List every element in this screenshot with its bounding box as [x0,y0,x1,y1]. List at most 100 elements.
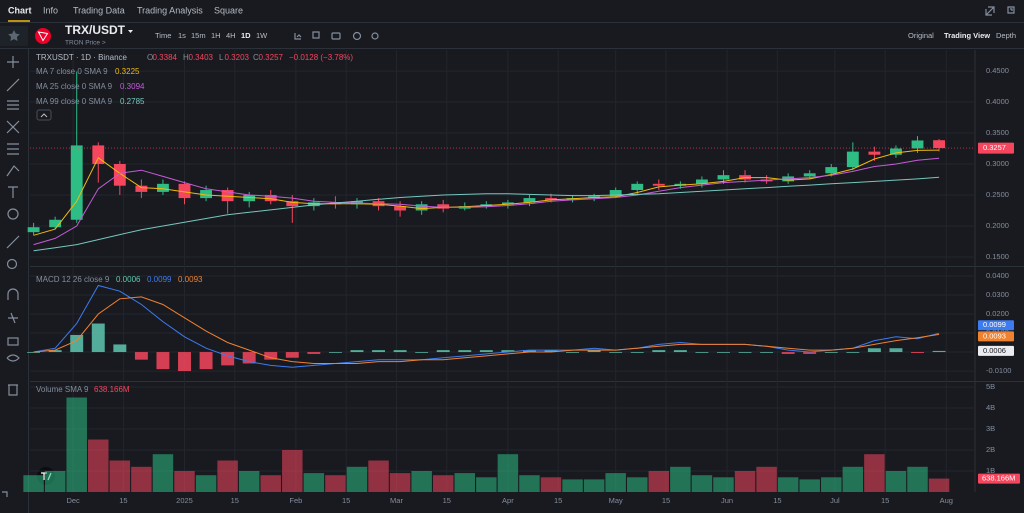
collapse-legend[interactable] [36,109,52,121]
legend-value: 0.3094 [120,82,145,91]
candle-body [200,190,212,199]
volume-bar [131,466,152,492]
ohlc-value: 0.3203 [225,53,250,62]
view-option[interactable]: Depth [996,31,1016,40]
text-tool[interactable] [8,186,18,198]
brush-tool[interactable] [6,165,20,177]
candle-body [92,145,105,165]
x-tick-label: Apr [502,496,514,505]
candle-body [286,201,299,207]
macd-histogram-bar [178,352,191,372]
legend-value: 0.0099 [147,275,172,284]
macd-histogram-bar [781,352,795,354]
tab[interactable]: Trading Data [73,5,125,15]
interval[interactable]: 1H [211,31,221,40]
tab[interactable]: Square [214,5,243,15]
symbol[interactable]: TRX/USDT [65,23,126,37]
interval[interactable]: 1s [178,31,186,40]
macd-histogram-bar [156,352,170,370]
x-tick-label: Aug [940,496,953,505]
macd-histogram-bar [199,352,213,370]
channel-tool[interactable] [7,100,19,110]
last-price-label: 0.3257 [983,143,1006,152]
macd-histogram-bar [307,352,321,354]
candle-body [631,183,644,191]
layout-icon[interactable] [312,31,320,39]
tab[interactable]: Info [43,5,58,15]
view-option-active[interactable]: Trading View [944,31,990,40]
candle-body [49,219,62,228]
last-price-tag [978,142,1014,154]
candle-body [911,140,924,149]
settings-icon[interactable] [1007,6,1015,14]
drawing-toolbar [6,56,20,396]
tab[interactable]: Chart [8,5,32,15]
interval-active[interactable]: 1D [241,31,251,40]
legend-value: 0.0006 [116,275,141,284]
interval[interactable]: 15m [191,31,206,40]
volume-bar [174,470,195,492]
volume-bar [928,478,950,492]
volume-bar [713,477,734,492]
interval[interactable]: 1W [256,31,268,40]
y-tick-label: 5B [986,382,995,391]
macd-histogram-bar [436,350,450,353]
symbol-subtitle[interactable]: TRON Price > [65,40,106,47]
macd-histogram-bar [264,352,278,360]
view-option[interactable]: Original [908,31,934,40]
y-tick-label: 0.2000 [986,221,1009,230]
volume-bar [777,477,799,492]
crosshair-tool[interactable] [7,56,19,68]
macd-histogram-bar [48,350,62,353]
indicator-icon[interactable] [294,33,302,40]
add-icon[interactable] [352,31,362,41]
ruler-tool[interactable] [6,235,20,249]
interval[interactable]: 4H [226,31,236,40]
macd-histogram-bar [932,350,946,353]
pitchfork-tool[interactable] [6,120,20,134]
macd-histogram-bar [113,344,127,353]
y-tick-label: 1B [986,466,995,475]
x-tick-label: 15 [773,496,781,505]
ohlc-value: 0.3384 [153,53,178,62]
interval[interactable]: Time [155,31,171,40]
macd-line [33,284,940,368]
volume-bar [66,397,87,492]
coin-logo [35,28,51,44]
volume-bar [368,460,389,492]
macd-histogram-bar [522,350,536,353]
moving-average-line [33,157,940,246]
magnet-tool[interactable] [7,288,19,300]
delete-tool[interactable] [8,384,18,396]
x-tick-label: Mar [390,496,403,505]
zoom-tool[interactable] [6,258,18,270]
line-tool[interactable] [6,78,20,92]
volume-bar [540,477,562,492]
volume-bar [885,470,907,492]
collapse-caret [40,113,48,118]
x-tick-label: 2025 [176,496,193,505]
visibility-tool[interactable] [6,354,20,362]
volume-bar [583,479,605,492]
value-tag-label: 0.0099 [983,320,1006,329]
x-tick-label: 15 [342,496,350,505]
emoji-tool[interactable] [7,208,19,220]
macd-histogram-bar [630,352,644,353]
settings-icon[interactable] [371,32,379,40]
expand-icon[interactable] [985,6,995,16]
pencil-tool[interactable] [8,312,18,324]
favorite-icon[interactable] [8,30,20,41]
volume-bar [389,473,411,492]
dropdown-caret[interactable] [128,30,133,33]
macd-histogram-bar [717,352,730,353]
ohlc-value: 0.3257 [259,53,284,62]
plot-area: Dec 15 2025 15 Feb 15 Mar 15 Apr 15 May 15 Jun 15 Jul 1… [23,50,1024,505]
tab[interactable]: Trading Analysis [137,5,203,15]
lock-tool[interactable] [7,337,19,346]
fib-tool[interactable] [7,143,19,155]
ohlc-value: 0.3403 [189,53,214,62]
collapse-icon[interactable] [2,491,8,497]
camera-icon[interactable] [331,32,341,40]
macd-histogram-bar [846,352,860,353]
volume-bar [476,477,497,492]
